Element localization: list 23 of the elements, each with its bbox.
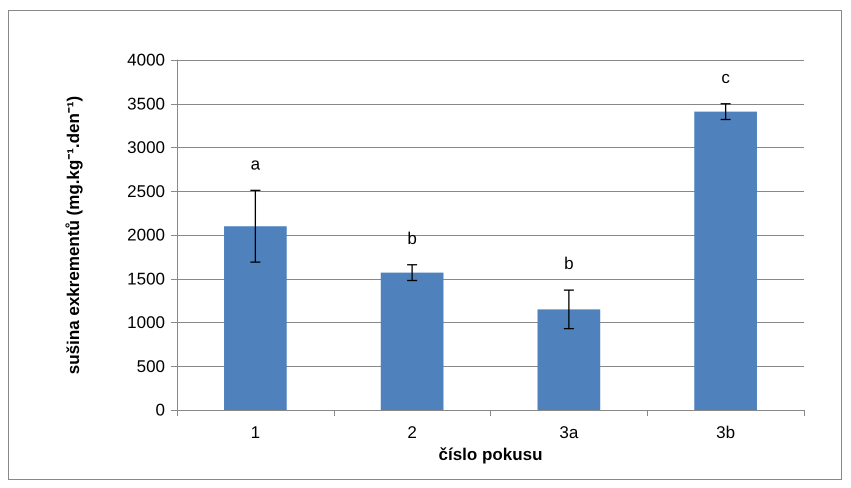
y-axis-title: sušina exkrementů (mg.kg⁻¹.den⁻¹) [64, 96, 83, 374]
y-tick-label: 0 [156, 400, 165, 420]
annotation: a [250, 154, 261, 174]
bar [380, 272, 444, 410]
x-tick-label: 2 [407, 423, 417, 442]
bar [224, 226, 287, 410]
annotation: b [407, 228, 417, 248]
x-tick-label: 1 [250, 423, 260, 442]
x-axis-title: číslo pokusu [438, 444, 542, 464]
x-tick-label: 3a [559, 423, 579, 442]
y-tick-label: 1500 [127, 269, 165, 288]
y-tick-label: 2000 [127, 226, 165, 244]
y-tick-label: 500 [136, 356, 165, 376]
bar [694, 112, 757, 410]
y-tick-label: 1000 [127, 313, 165, 332]
y-tick-label: 2500 [127, 182, 165, 201]
y-tick-label: 3000 [127, 138, 165, 157]
y-tick-label: 4000 [127, 50, 165, 70]
bar [538, 309, 600, 410]
annotation: b [564, 254, 574, 274]
y-tick-label: 3500 [127, 94, 165, 114]
x-tick-label: 3b [716, 423, 736, 442]
annotation: c [721, 68, 730, 87]
